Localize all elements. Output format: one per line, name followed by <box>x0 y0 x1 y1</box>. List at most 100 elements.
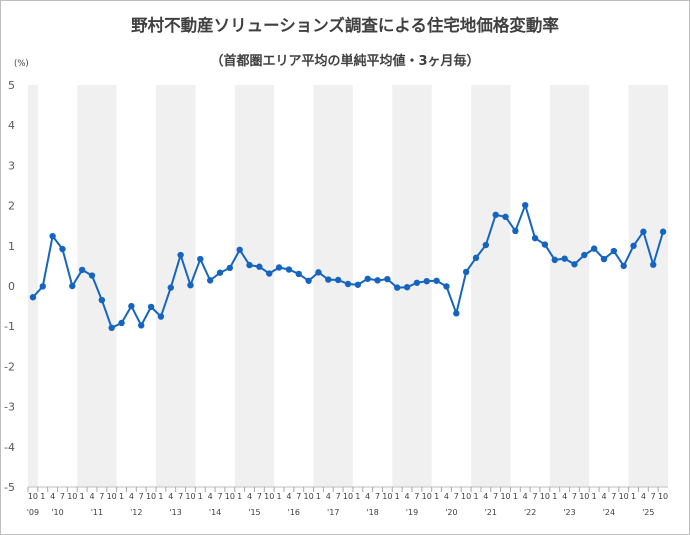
month-tick-label: 1 <box>316 492 321 501</box>
month-tick-label: 4 <box>365 492 370 501</box>
chart-subtitle: （首都圏エリア平均の単純平均値・3ヶ月毎） <box>210 54 480 69</box>
data-point <box>630 242 637 249</box>
month-tick-label: 1 <box>198 492 203 501</box>
data-point <box>659 228 667 235</box>
y-tick-label: 4 <box>8 119 15 132</box>
year-label: '19 <box>406 508 418 517</box>
year-band <box>471 85 511 487</box>
month-tick-label: 4 <box>89 492 94 501</box>
year-label: '14 <box>209 508 221 517</box>
month-tick-label: 4 <box>562 492 567 501</box>
data-point <box>69 282 76 290</box>
month-tick-label: 1 <box>395 492 400 501</box>
month-tick-label: 10 <box>382 492 392 501</box>
month-tick-label: 7 <box>296 492 301 501</box>
month-tick-label: 10 <box>658 492 668 501</box>
year-label: '23 <box>563 508 575 517</box>
month-tick-label: 10 <box>540 492 550 501</box>
month-tick-label: 1 <box>513 492 518 501</box>
data-point <box>462 268 470 276</box>
month-tick-label: 10 <box>107 492 117 501</box>
y-tick-label: -5 <box>4 481 15 494</box>
data-point <box>108 324 115 332</box>
year-label: '24 <box>603 508 615 517</box>
data-point <box>354 281 362 288</box>
y-axis-unit-label: (%) <box>14 59 29 69</box>
y-tick-label: -1 <box>4 320 15 333</box>
month-tick-label: 1 <box>434 492 439 501</box>
month-tick-label: 10 <box>461 492 471 501</box>
data-point <box>256 263 263 270</box>
data-point <box>600 255 608 263</box>
data-point <box>187 281 194 289</box>
data-point <box>492 211 499 219</box>
month-tick-label: 1 <box>158 492 163 501</box>
month-tick-label: 4 <box>286 492 291 501</box>
month-tick-label: 1 <box>80 492 85 501</box>
data-point <box>39 283 46 290</box>
data-point <box>384 275 391 283</box>
month-tick-label: 10 <box>225 492 235 501</box>
month-tick-label: 7 <box>99 492 104 501</box>
month-tick-label: 4 <box>405 492 410 501</box>
data-point <box>512 227 519 235</box>
data-point <box>394 284 401 291</box>
data-point <box>413 279 421 286</box>
year-label: '22 <box>524 508 536 517</box>
data-point <box>315 269 322 276</box>
data-point <box>502 213 509 221</box>
data-point <box>305 277 312 284</box>
data-point <box>620 262 627 270</box>
data-point <box>364 275 371 282</box>
month-tick-label: 4 <box>601 492 606 501</box>
month-tick-label: 7 <box>651 492 656 501</box>
month-tick-label: 10 <box>264 492 274 501</box>
year-band <box>234 85 275 487</box>
month-tick-label: 10 <box>146 492 156 501</box>
month-tick-label: 7 <box>257 492 262 501</box>
month-tick-label: 1 <box>355 492 360 501</box>
data-point <box>236 246 243 254</box>
year-label: '25 <box>642 508 654 517</box>
data-point <box>29 294 37 301</box>
month-tick-label: 1 <box>277 492 282 501</box>
month-tick-label: 1 <box>592 492 597 501</box>
month-tick-label: 10 <box>619 492 629 501</box>
data-point <box>374 277 381 284</box>
month-tick-label: 10 <box>343 492 353 501</box>
data-point <box>147 303 155 311</box>
month-tick-label: 7 <box>375 492 380 501</box>
year-label: '16 <box>288 508 300 517</box>
data-point <box>128 302 135 310</box>
y-tick-label: -4 <box>4 441 15 454</box>
data-point <box>640 228 647 235</box>
month-tick-label: 1 <box>552 492 557 501</box>
data-point <box>541 241 549 248</box>
data-point <box>216 269 224 276</box>
y-tick-label: 0 <box>8 280 15 293</box>
month-tick-label: 1 <box>237 492 242 501</box>
month-tick-label: 1 <box>473 492 478 501</box>
month-tick-label: 7 <box>454 492 459 501</box>
month-tick-label: 7 <box>178 492 183 501</box>
month-tick-label: 7 <box>217 492 222 501</box>
month-tick-label: 4 <box>247 492 252 501</box>
month-tick-label: 4 <box>641 492 646 501</box>
month-tick-label: 10 <box>67 492 77 501</box>
chart-title: 野村不動産ソリューションズ調査による住宅地価格変動率 <box>131 16 559 35</box>
year-band <box>549 85 590 487</box>
data-point <box>88 272 96 279</box>
data-point <box>118 319 125 327</box>
data-point <box>610 247 618 255</box>
data-point <box>522 201 529 209</box>
month-tick-label: 10 <box>500 492 510 501</box>
month-tick-label: 4 <box>523 492 528 501</box>
data-point <box>78 266 86 274</box>
month-tick-label: 7 <box>60 492 65 501</box>
data-point <box>157 313 165 320</box>
year-label: '18 <box>366 508 378 517</box>
data-point <box>571 261 578 268</box>
data-point <box>49 232 56 240</box>
year-band <box>628 85 668 487</box>
